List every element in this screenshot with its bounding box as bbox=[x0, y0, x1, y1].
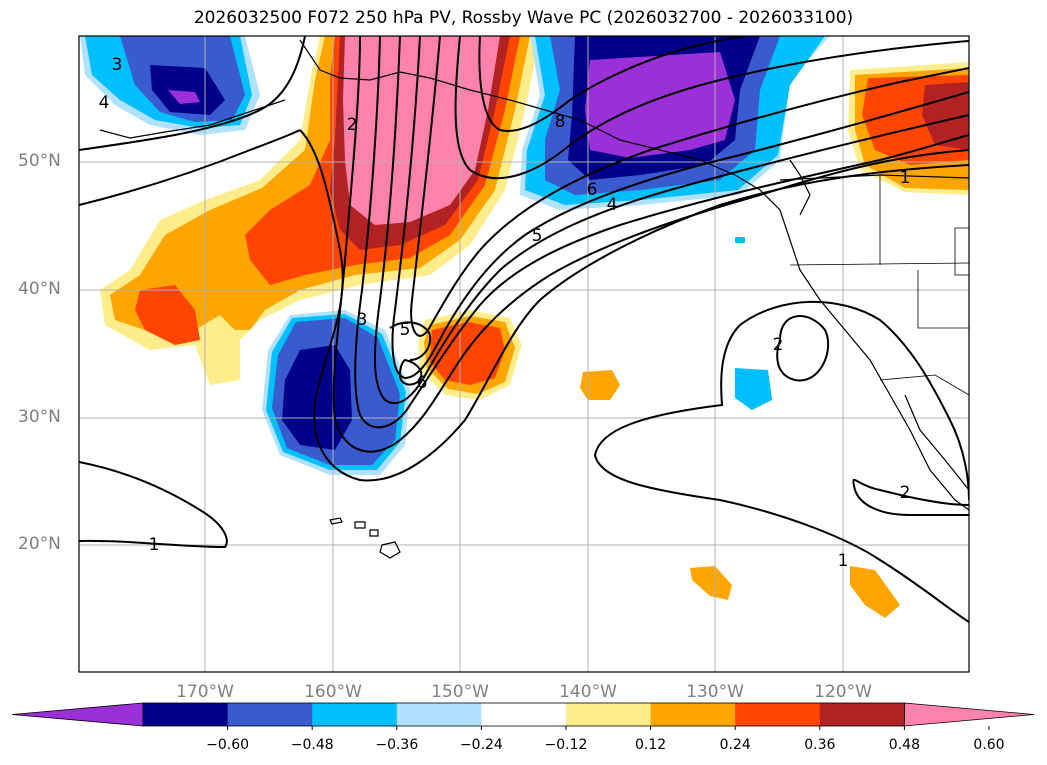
positive-anomaly-alaska bbox=[100, 36, 540, 385]
colorbar-extend-max bbox=[904, 702, 1035, 727]
map-frame bbox=[78, 35, 970, 673]
colorbar-segment bbox=[819, 703, 905, 726]
contour-label: 4 bbox=[99, 93, 110, 113]
colorbar-segment bbox=[481, 703, 567, 726]
lon-label-140w: 140°W bbox=[559, 682, 617, 702]
colorbar-tick-label: 0.24 bbox=[719, 737, 751, 753]
hawaii-islands bbox=[329, 517, 401, 559]
colorbar-segment bbox=[396, 703, 482, 726]
contour-label: 2 bbox=[347, 115, 358, 135]
contour-label: 5 bbox=[400, 320, 411, 340]
contour-label: 4 bbox=[607, 195, 618, 215]
contour-label: 6 bbox=[417, 373, 428, 393]
colorbar-segment bbox=[566, 703, 652, 726]
colorbar-segment bbox=[650, 703, 736, 726]
colorbar-segment bbox=[143, 703, 229, 726]
colorbar-tick-label: −0.12 bbox=[544, 737, 588, 753]
lat-label-20n: 20°N bbox=[18, 534, 61, 554]
negative-anomaly-westpacific bbox=[80, 36, 260, 135]
contour-label: 2 bbox=[773, 335, 784, 355]
lat-label-30n: 30°N bbox=[18, 407, 61, 427]
lon-label-160w: 160°W bbox=[304, 682, 362, 702]
colorbar-tick-label: −0.60 bbox=[206, 737, 250, 753]
colorbar-tick-label: −0.36 bbox=[375, 737, 419, 753]
contour-label: 2 bbox=[900, 483, 911, 503]
contour-label: 1 bbox=[838, 551, 849, 571]
negative-anomaly-subtropic bbox=[262, 237, 772, 475]
colorbar bbox=[11, 702, 1035, 730]
lon-label-120w: 120°W bbox=[814, 682, 872, 702]
colorbar-segment bbox=[312, 703, 398, 726]
lon-label-170w: 170°W bbox=[176, 682, 234, 702]
lon-label-150w: 150°W bbox=[431, 682, 489, 702]
map-title: 2026032500 F072 250 hPa PV, Rossby Wave … bbox=[193, 8, 854, 28]
graticule bbox=[79, 36, 969, 672]
lon-label-130w: 130°W bbox=[686, 682, 744, 702]
negative-anomaly-canada bbox=[520, 36, 830, 210]
contour-label: 1 bbox=[149, 535, 160, 555]
contour-label: 5 bbox=[532, 226, 543, 246]
colorbar-segment bbox=[735, 703, 821, 726]
colorbar-tick-label: 0.36 bbox=[804, 737, 836, 753]
lat-label-40n: 40°N bbox=[18, 279, 61, 299]
colorbar-outline bbox=[142, 702, 905, 727]
colorbar-tick-label: 0.60 bbox=[973, 737, 1005, 753]
pv-contours bbox=[79, 36, 969, 623]
colorbar-tick-label: 0.12 bbox=[635, 737, 667, 753]
lat-label-50n: 50°N bbox=[18, 151, 61, 171]
colorbar-tick-label: 0.48 bbox=[888, 737, 920, 753]
colorbar-tick-label: −0.24 bbox=[459, 737, 503, 753]
colorbar-tick-label: −0.48 bbox=[290, 737, 334, 753]
colorbar-segment bbox=[227, 703, 313, 726]
contour-label: 3 bbox=[112, 55, 123, 75]
contour-label: 8 bbox=[555, 112, 566, 132]
contour-label: 3 bbox=[357, 310, 368, 330]
colorbar-extend-min bbox=[11, 702, 144, 727]
contour-label: 6 bbox=[587, 180, 598, 200]
contour-labels: 3 4 2 8 6 4 5 1 3 5 6 2 2 1 1 bbox=[99, 55, 911, 571]
contour-label: 1 bbox=[900, 168, 911, 188]
